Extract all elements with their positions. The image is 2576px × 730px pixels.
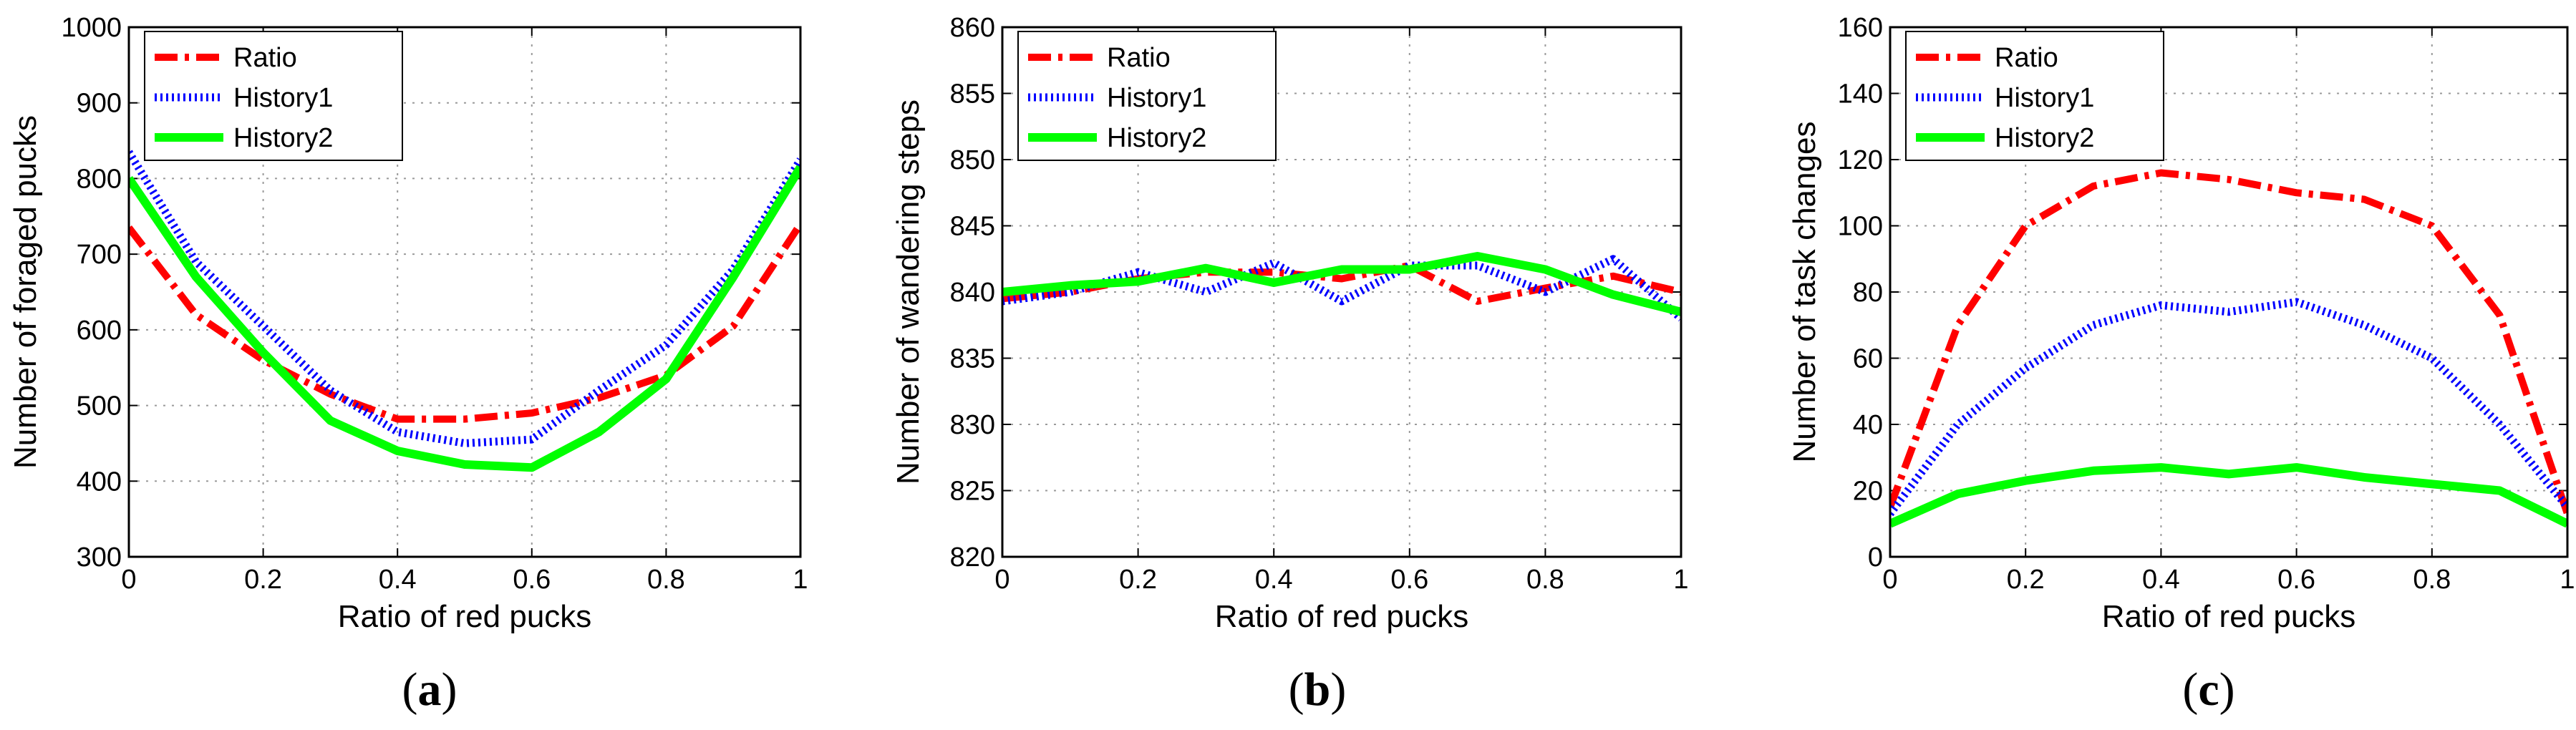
y-tick-label: 900: [77, 89, 122, 119]
panel-label-open: (: [2182, 663, 2198, 716]
panel-label-close: ): [2219, 663, 2235, 716]
x-axis-label: Ratio of red pucks: [2102, 599, 2356, 634]
y-axis-label: Number of wandering steps: [891, 99, 926, 485]
series-group: [1002, 252, 1681, 322]
axes-box: [1889, 26, 2569, 558]
panel-label-open: (: [402, 663, 418, 716]
chart-panel-1: 0 0.2 0.4 0.6 0.8 1 300 400 500 600 700 800 900 1000 R…: [8, 13, 808, 716]
y-tick-label: 700: [77, 240, 122, 270]
x-tick-label: 0.4: [1255, 565, 1293, 595]
legend-label: Ratio: [1995, 43, 2058, 73]
axes-box: [127, 26, 802, 558]
x-tick-label: 0.2: [1119, 565, 1157, 595]
chart-panel-2: 0 0.2 0.4 0.6 0.8 1 820 825 830 835 840 845 850 855 86…: [891, 13, 1689, 716]
y-tick-label: 80: [1853, 278, 1883, 308]
panel-label-letter: b: [1304, 663, 1331, 716]
y-tick-label: 40: [1853, 410, 1883, 440]
legend-label: Ratio: [1107, 43, 1171, 73]
legend: Ratio History1 History2: [144, 31, 403, 161]
y-axis-label: Number of foraged pucks: [8, 115, 43, 469]
x-tick-label: 0.6: [1390, 565, 1428, 595]
x-tick-label: 0.6: [513, 565, 551, 595]
series-line-history2: [129, 165, 800, 472]
y-tick-label: 1000: [61, 13, 122, 43]
x-tick-label: 0.2: [244, 565, 282, 595]
x-tick-label: 1: [1673, 565, 1688, 595]
y-tick-label: 825: [950, 477, 995, 507]
y-tick-label: 140: [1838, 79, 1883, 110]
y-tick-label: 100: [1838, 212, 1883, 242]
y-tick-label: 800: [77, 164, 122, 194]
y-tick-label: 855: [950, 79, 995, 110]
legend-label: History1: [233, 83, 333, 113]
series-line-history2: [1890, 463, 2567, 528]
y-tick-label: 120: [1838, 145, 1883, 175]
x-tick-label: 0.8: [647, 565, 685, 595]
x-tick-label: 0.4: [379, 565, 417, 595]
y-tick-label: 160: [1838, 13, 1883, 43]
series-line-ratio: [1890, 169, 2567, 515]
x-tick-label: 0: [121, 565, 136, 595]
y-tick-label: 400: [77, 467, 122, 497]
legend-label: History2: [1107, 123, 1206, 153]
panel-label-close: ): [442, 663, 457, 716]
panel-label: (c): [2182, 663, 2234, 716]
panel-label-open: (: [1289, 663, 1304, 716]
x-tick-label: 0.8: [2413, 565, 2451, 595]
legend-label: History1: [1107, 83, 1206, 113]
x-axis-label: Ratio of red pucks: [338, 599, 592, 634]
y-tick-label: 860: [950, 13, 995, 43]
panel-label: (b): [1289, 663, 1347, 716]
x-tick-label: 0.4: [2142, 565, 2180, 595]
series-group: [1890, 169, 2567, 528]
legend: Ratio History1 History2: [1017, 31, 1277, 161]
y-tick-label: 600: [77, 316, 122, 346]
legend-label: History2: [233, 123, 333, 153]
legend-label: Ratio: [233, 43, 297, 73]
series-line-history1: [1890, 298, 2567, 517]
y-tick-label: 0: [1868, 542, 1883, 573]
y-tick-label: 500: [77, 391, 122, 422]
y-tick-label: 20: [1853, 477, 1883, 507]
y-tick-label: 835: [950, 344, 995, 374]
series-group: [129, 150, 800, 472]
y-axis-label: Number of task changes: [1787, 122, 1822, 463]
panel-label-close: ): [1330, 663, 1346, 716]
x-tick-label: 0.2: [2007, 565, 2045, 595]
legend: Ratio History1 History2: [1905, 31, 2164, 161]
x-axis-label: Ratio of red pucks: [1215, 599, 1469, 634]
axes-box: [1001, 26, 1682, 558]
y-tick-label: 820: [950, 542, 995, 573]
x-tick-label: 0.8: [1526, 565, 1564, 595]
legend-label: History1: [1995, 83, 2094, 113]
y-tick-label: 840: [950, 278, 995, 308]
x-tick-label: 0: [994, 565, 1009, 595]
y-tick-label: 60: [1853, 344, 1883, 374]
y-tick-label: 850: [950, 145, 995, 175]
x-tick-label: 1: [793, 565, 808, 595]
y-tick-label: 830: [950, 410, 995, 440]
chart-panel-3: 0 0.2 0.4 0.6 0.8 1 0 20 40 60 80 100 120 140 160 Ratio…: [1787, 13, 2575, 716]
y-tick-label: 845: [950, 212, 995, 242]
y-tick-label: 300: [77, 542, 122, 573]
panel-label: (a): [402, 663, 457, 716]
series-line-history1: [129, 150, 800, 447]
series-line-history2: [1002, 252, 1681, 316]
panel-label-letter: a: [418, 663, 442, 716]
x-tick-label: 0: [1882, 565, 1897, 595]
legend-label: History2: [1995, 123, 2094, 153]
series-line-ratio: [129, 222, 800, 423]
x-tick-label: 1: [2560, 565, 2575, 595]
panel-label-letter: c: [2198, 663, 2219, 716]
x-tick-label: 0.6: [2277, 565, 2315, 595]
